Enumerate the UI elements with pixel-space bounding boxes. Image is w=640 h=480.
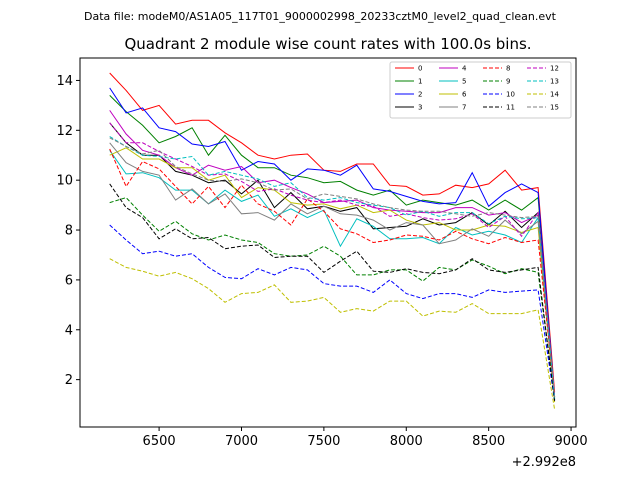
x-tick-label: 9000 (555, 434, 588, 449)
x-tick-label: 8500 (472, 434, 505, 449)
y-axis-ticks: 2 4 6 8 10 12 14 (56, 74, 80, 388)
legend-label-8: 8 (506, 65, 510, 73)
legend-label-15: 15 (550, 104, 559, 112)
series-line-6 (109, 147, 556, 403)
legend-label-7: 7 (462, 104, 466, 112)
y-tick-label: 6 (65, 273, 73, 288)
legend-label-1: 1 (418, 78, 422, 86)
series-line-9 (109, 197, 556, 400)
series-line-3 (109, 122, 556, 400)
series-line-2 (109, 87, 556, 399)
legend-frame (389, 61, 572, 119)
legend-label-0: 0 (418, 65, 422, 73)
y-tick-label: 2 (65, 373, 73, 388)
series-line-4 (109, 110, 556, 398)
y-tick-label: 8 (65, 224, 73, 239)
y-tick-label: 10 (56, 174, 73, 189)
chart-title: Quadrant 2 module wise count rates with … (124, 35, 531, 53)
legend-label-9: 9 (506, 78, 510, 86)
legend-label-13: 13 (550, 78, 559, 86)
series-line-13 (109, 136, 556, 399)
legend-label-5: 5 (462, 78, 466, 86)
series-line-8 (109, 148, 556, 395)
x-tick-label: 7000 (225, 434, 258, 449)
series-line-1 (109, 95, 556, 398)
series-line-14 (109, 258, 556, 410)
series-line-12 (109, 122, 556, 396)
y-tick-label: 14 (56, 74, 73, 89)
series-line-5 (109, 150, 556, 400)
axes-frame (79, 57, 577, 428)
series-line-11 (109, 183, 556, 401)
legend-label-4: 4 (462, 65, 467, 73)
legend-label-3: 3 (418, 104, 422, 112)
x-axis-ticks: 6500 7000 7500 8000 8500 9000 (143, 427, 588, 449)
x-tick-label: 6500 (143, 434, 176, 449)
series-layer (109, 72, 556, 410)
legend-label-6: 6 (462, 91, 467, 99)
legend-label-14: 14 (550, 91, 559, 99)
x-tick-label: 8000 (390, 434, 423, 449)
series-line-7 (109, 142, 556, 400)
y-tick-label: 12 (56, 124, 73, 139)
legend-label-11: 11 (506, 104, 515, 112)
x-offset-label: +2.992e8 (512, 455, 576, 470)
legend-label-2: 2 (418, 91, 422, 99)
legend-label-12: 12 (550, 65, 559, 73)
y-tick-label: 4 (65, 323, 73, 338)
series-line-15 (109, 137, 556, 398)
x-tick-label: 7500 (307, 434, 340, 449)
legend-label-10: 10 (506, 91, 515, 99)
series-line-10 (109, 224, 556, 401)
series-line-0 (109, 72, 556, 393)
suptitle: Data file: modeM0/AS1A05_117T01_90000029… (84, 10, 557, 23)
